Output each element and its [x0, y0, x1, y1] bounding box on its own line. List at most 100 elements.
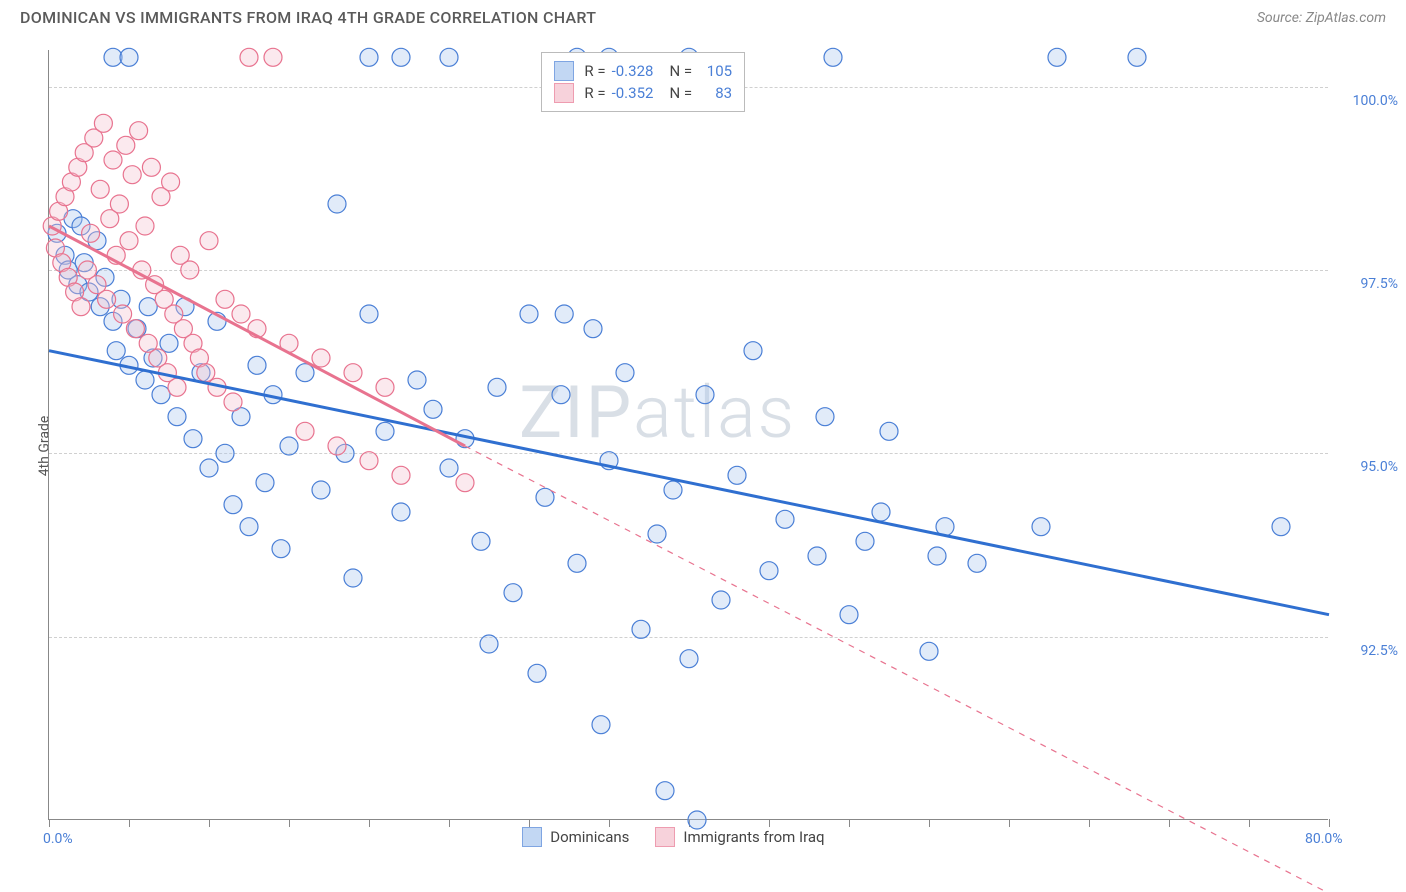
scatter-point — [472, 532, 490, 550]
scatter-point — [256, 474, 274, 492]
scatter-point — [152, 386, 170, 404]
chart-title: DOMINICAN VS IMMIGRANTS FROM IRAQ 4TH GR… — [20, 8, 596, 27]
x-tick — [209, 819, 210, 827]
series-legend: Dominicans Immigrants from Iraq — [522, 827, 842, 847]
scatter-point — [392, 466, 410, 484]
source-label: Source: ZipAtlas.com — [1257, 10, 1386, 26]
scatter-point — [123, 166, 141, 184]
scatter-point — [162, 173, 180, 191]
scatter-point — [872, 503, 890, 521]
legend-series-name: Dominicans — [550, 828, 629, 846]
scatter-point — [117, 136, 135, 154]
scatter-point — [136, 217, 154, 235]
scatter-point — [168, 408, 186, 426]
r-value: -0.352 — [612, 84, 654, 102]
legend-row: R = -0.352 N = 83 — [554, 83, 732, 103]
scatter-point — [240, 518, 258, 536]
scatter-point — [360, 452, 378, 470]
correlation-legend: R =-0.328N =105 R = -0.352 N = 83 — [541, 52, 745, 112]
scatter-point — [104, 48, 122, 66]
scatter-point — [520, 305, 538, 323]
y-tick-label: 97.5% — [1360, 276, 1398, 292]
scatter-point — [808, 547, 826, 565]
scatter-point — [139, 298, 157, 316]
scatter-point — [130, 122, 148, 140]
scatter-point — [110, 195, 128, 213]
scatter-point — [840, 606, 858, 624]
scatter-point — [136, 371, 154, 389]
scatter-point — [712, 591, 730, 609]
legend-swatch — [655, 827, 675, 847]
x-tick — [849, 819, 850, 827]
scatter-point — [824, 48, 842, 66]
scatter-point — [98, 290, 116, 308]
n-value: 83 — [698, 84, 732, 102]
scatter-point — [114, 305, 132, 323]
legend-swatch — [554, 83, 574, 103]
scatter-point — [360, 305, 378, 323]
x-tick — [1089, 819, 1090, 827]
x-tick — [289, 819, 290, 827]
scatter-point — [376, 422, 394, 440]
x-tick — [929, 819, 930, 827]
r-label: R = — [584, 84, 605, 102]
y-tick-label: 95.0% — [1360, 459, 1398, 475]
legend-series-name: Immigrants from Iraq — [683, 828, 824, 846]
scatter-point — [440, 48, 458, 66]
scatter-point — [344, 569, 362, 587]
n-label: N = — [669, 84, 692, 102]
scatter-point — [272, 540, 290, 558]
plot-area: ZIPatlas R =-0.328N =105R =-0.352N =83 D… — [48, 50, 1328, 820]
y-tick-label: 92.5% — [1360, 643, 1398, 659]
scatter-point — [592, 716, 610, 734]
x-tick — [49, 819, 50, 827]
legend-row: R =-0.328N =105 — [554, 61, 732, 81]
scatter-point — [616, 364, 634, 382]
scatter-point — [568, 554, 586, 572]
x-tick-label: 0.0% — [43, 831, 73, 847]
scatter-point — [968, 554, 986, 572]
scatter-point — [91, 180, 109, 198]
scatter-point — [1272, 518, 1290, 536]
x-tick — [1169, 819, 1170, 827]
scatter-point — [744, 342, 762, 360]
x-tick — [129, 819, 130, 827]
scatter-point — [528, 664, 546, 682]
scatter-point — [280, 437, 298, 455]
x-tick — [449, 819, 450, 827]
scatter-point — [344, 364, 362, 382]
trend-line-dashed — [465, 446, 1329, 892]
scatter-point — [656, 782, 674, 800]
scatter-point — [920, 642, 938, 660]
plot-svg — [49, 50, 1328, 819]
x-tick — [1249, 819, 1250, 827]
scatter-point — [312, 349, 330, 367]
scatter-point — [72, 298, 90, 316]
x-tick-label: 80.0% — [1305, 831, 1343, 847]
scatter-point — [120, 232, 138, 250]
scatter-point — [488, 378, 506, 396]
scatter-point — [648, 525, 666, 543]
scatter-point — [456, 474, 474, 492]
x-tick — [1009, 819, 1010, 827]
scatter-point — [142, 158, 160, 176]
scatter-point — [680, 650, 698, 668]
y-tick-label: 100.0% — [1353, 93, 1398, 109]
scatter-point — [328, 437, 346, 455]
r-value: -0.328 — [612, 62, 654, 80]
scatter-point — [632, 620, 650, 638]
scatter-point — [104, 151, 122, 169]
scatter-point — [1032, 518, 1050, 536]
scatter-point — [552, 386, 570, 404]
scatter-point — [168, 378, 186, 396]
trend-line — [49, 226, 465, 446]
scatter-point — [197, 364, 215, 382]
scatter-point — [181, 261, 199, 279]
scatter-point — [776, 510, 794, 528]
scatter-point — [392, 48, 410, 66]
scatter-point — [232, 305, 250, 323]
scatter-point — [94, 114, 112, 132]
scatter-point — [328, 195, 346, 213]
scatter-point — [728, 466, 746, 484]
scatter-point — [240, 48, 258, 66]
